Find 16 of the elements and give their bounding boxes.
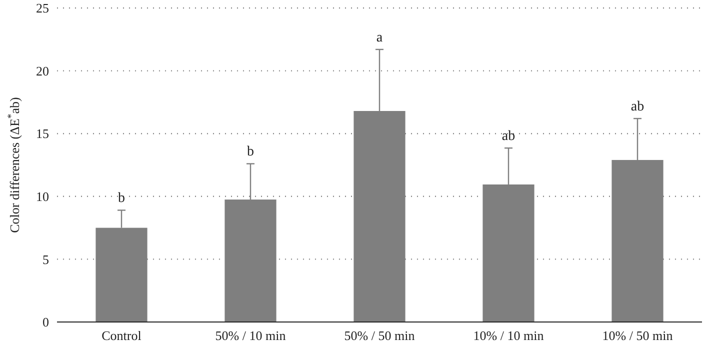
x-tick-label: 10% / 10 min [473,328,544,343]
annotation: ab [630,100,644,115]
x-tick-label: 50% / 10 min [215,328,286,343]
annotation: a [376,30,384,46]
x-tick-label: 10% / 50 min [602,328,674,343]
y-tick-label: 0 [42,314,49,330]
x-tick-label: 50% / 50 min [344,328,416,343]
x-tick-label: Control [102,328,142,343]
y-tick-label: 20 [36,63,49,78]
y-tick-label: 5 [42,252,49,267]
annotation: b [247,144,254,160]
y-tick-label: 15 [36,126,49,142]
y-tick-label: 25 [36,0,49,16]
annotation: b [118,191,125,206]
y-tick-label: 10 [36,188,49,204]
annotation: ab [502,129,516,144]
